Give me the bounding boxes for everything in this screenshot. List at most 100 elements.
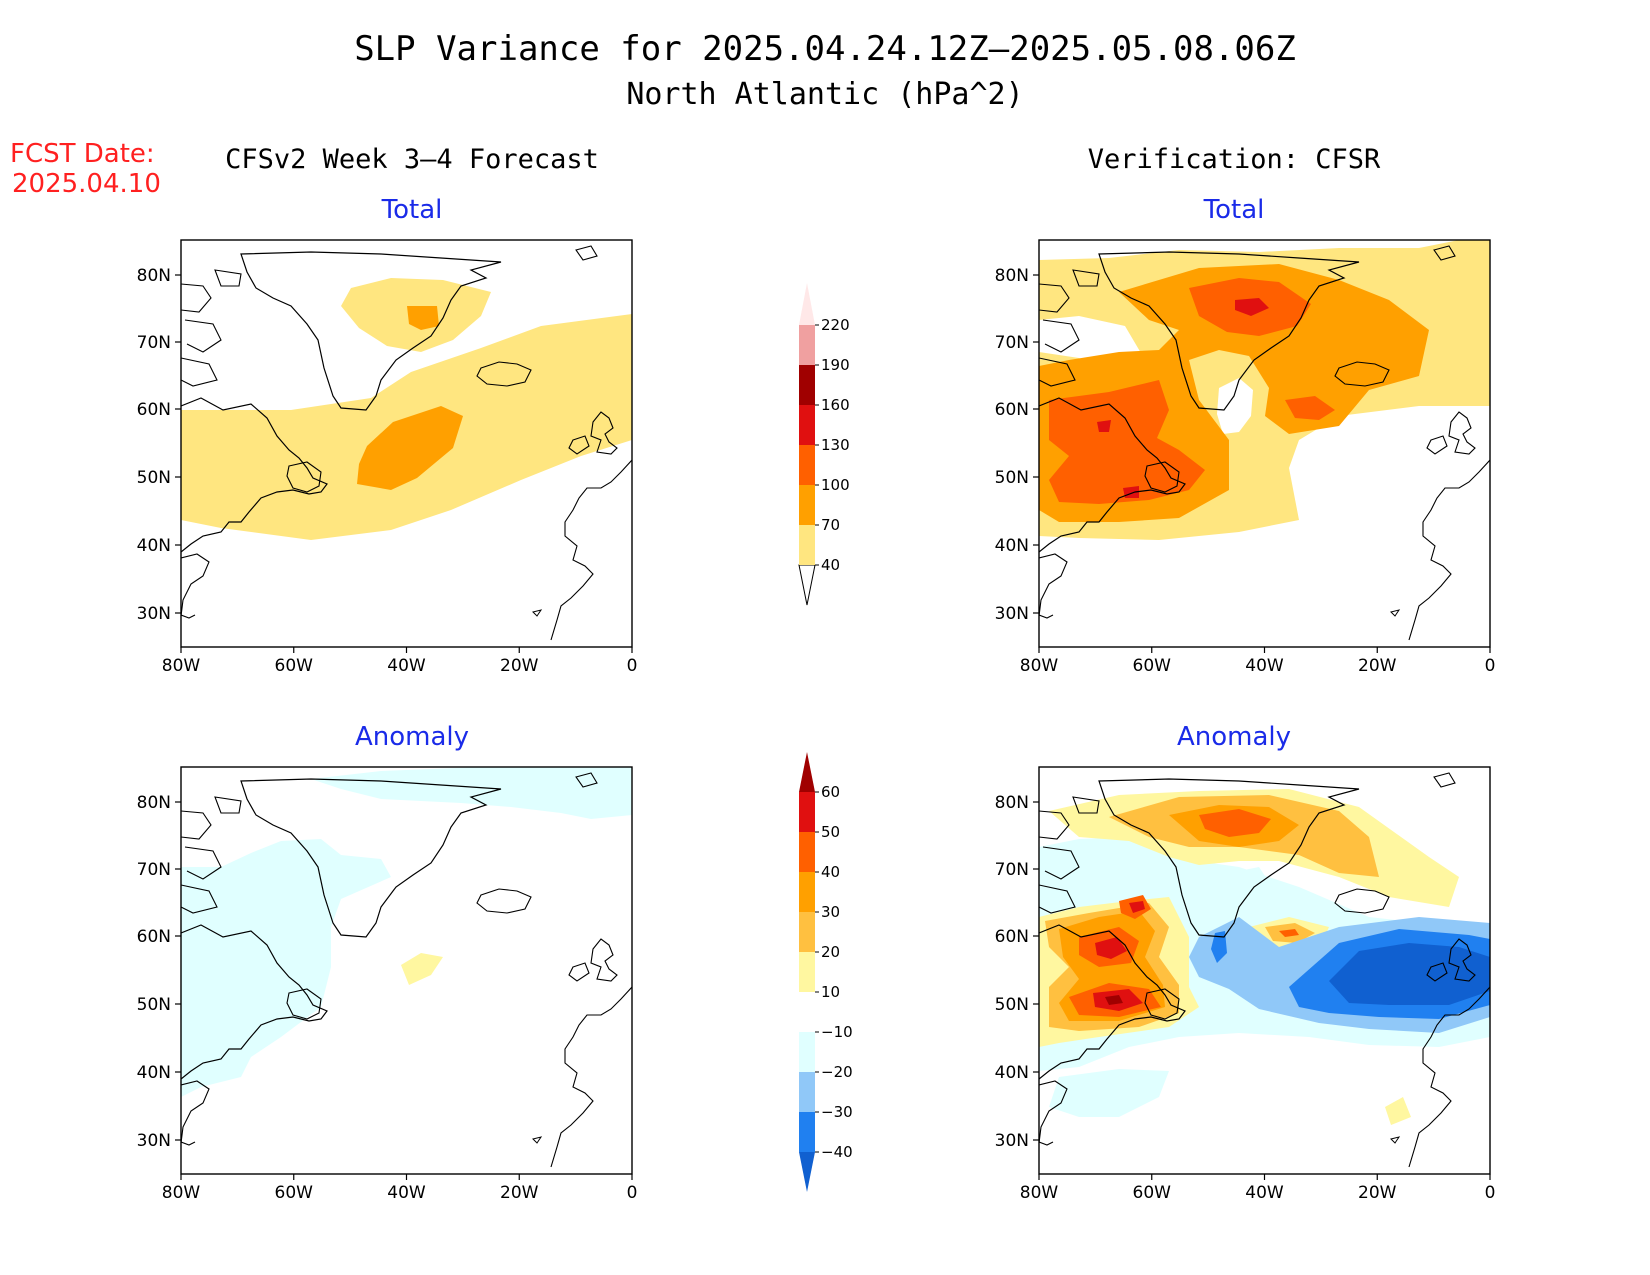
colorbar-label: −30 <box>821 1103 853 1121</box>
lat-tick-label: 70N <box>995 860 1029 880</box>
lat-tick-label: 40N <box>995 1063 1029 1083</box>
colorbar-segment <box>799 1072 815 1112</box>
lat-tick-label: 60N <box>995 927 1029 947</box>
shade-130-north <box>1235 298 1269 316</box>
colorbar-label: −10 <box>821 1023 853 1041</box>
lon-tick-label: 20W <box>500 1183 539 1203</box>
lat-tick-label: 80N <box>137 266 171 286</box>
lon-tick-label: 60W <box>1133 656 1172 676</box>
colorbar-segment <box>799 1112 815 1152</box>
lat-tick-label: 70N <box>137 860 171 880</box>
shade-10-east <box>401 953 443 985</box>
lon-tick-label: 60W <box>1133 1183 1172 1203</box>
map-panel-verification-total: 80N 70N 60N 50N 40N 30N 80W 60W 40W 20W 0 <box>995 239 1496 676</box>
colorbar-label: 10 <box>821 983 840 1001</box>
colorbar-segment <box>799 992 815 1032</box>
colorbar-segment <box>799 832 815 872</box>
shade-minus10-greenland <box>1209 867 1279 915</box>
map-panel-forecast-anomaly: 80N 70N 60N 50N 40N 30N 80W 60W 40W 20W 0 <box>137 766 638 1203</box>
shade-130-west <box>1097 420 1139 498</box>
panel-label-verification-anomaly: Anomaly <box>1177 722 1291 752</box>
anomaly-colorbar: −40 −30 −20 −10 10 20 30 40 50 60 <box>799 752 853 1192</box>
colorbar-label: 190 <box>821 356 850 374</box>
lon-tick-label: 0 <box>1485 1183 1496 1203</box>
shade-white-greenland <box>1217 378 1253 434</box>
lat-tick-label: 50N <box>137 468 171 488</box>
shade-minus10-north <box>311 767 632 819</box>
figure-title: SLP Variance for 2025.04.24.12Z–2025.05.… <box>354 29 1296 69</box>
lat-tick-label: 80N <box>995 793 1029 813</box>
colorbar-label: 50 <box>821 823 840 841</box>
lon-tick-label: 80W <box>1020 656 1059 676</box>
lon-tick-label: 40W <box>1245 1183 1284 1203</box>
shade-50-west <box>1093 901 1145 1011</box>
lon-tick-label: 80W <box>1020 1183 1059 1203</box>
colorbar-segment <box>799 325 815 365</box>
colorbar-label: 70 <box>821 516 840 534</box>
lat-tick-label: 30N <box>137 1131 171 1151</box>
colorbar-label: −20 <box>821 1063 853 1081</box>
map-panel-forecast-total: 80N 70N 60N 50N 40N 30N 80W 60W 40W 20W 0 <box>137 239 638 676</box>
lon-tick-label: 60W <box>275 1183 314 1203</box>
shade-minus30-small <box>1211 931 1227 963</box>
lon-tick-label: 60W <box>275 656 314 676</box>
map-panel-verification-anomaly: 80N 70N 60N 50N 40N 30N 80W 60W 40W 20W 0 <box>995 766 1496 1203</box>
verification-header: Verification: CFSR <box>1088 144 1381 175</box>
colorbar-wedge-high <box>799 283 815 325</box>
colorbar-wedge-low <box>799 1152 815 1192</box>
lon-tick-label: 40W <box>387 656 426 676</box>
colorbar-wedge-high <box>799 752 815 792</box>
colorbar-label: −40 <box>821 1143 853 1161</box>
shade-70-north <box>407 306 439 330</box>
colorbar-segment <box>799 912 815 952</box>
lat-tick-label: 50N <box>995 995 1029 1015</box>
panel-label-forecast-total: Total <box>381 195 443 225</box>
colorbar-segment <box>799 872 815 912</box>
panel-label-verification-total: Total <box>1203 195 1265 225</box>
lat-tick-label: 40N <box>137 536 171 556</box>
colorbar-label: 30 <box>821 903 840 921</box>
lat-tick-label: 40N <box>995 536 1029 556</box>
lon-tick-label: 80W <box>162 1183 201 1203</box>
panel-label-forecast-anomaly: Anomaly <box>355 722 469 752</box>
lat-tick-label: 30N <box>137 604 171 624</box>
lat-tick-label: 70N <box>137 333 171 353</box>
lat-tick-label: 60N <box>137 927 171 947</box>
colorbar-wedge-low <box>798 564 816 606</box>
colorbar-label: 130 <box>821 436 850 454</box>
colorbar-label: 160 <box>821 396 850 414</box>
total-colorbar: 40 70 100 130 160 190 220 <box>798 283 850 606</box>
figure-subtitle: North Atlantic (hPa^2) <box>626 77 1023 112</box>
lon-tick-label: 20W <box>1358 656 1397 676</box>
lon-tick-label: 80W <box>162 656 201 676</box>
lat-tick-label: 40N <box>137 1063 171 1083</box>
shade-10-south <box>1385 1097 1411 1125</box>
shade-100-east <box>1285 396 1335 420</box>
lon-tick-label: 0 <box>627 656 638 676</box>
colorbar-segment <box>799 952 815 992</box>
lon-tick-label: 40W <box>387 1183 426 1203</box>
forecast-header: CFSv2 Week 3–4 Forecast <box>225 144 599 175</box>
fcst-label: FCST Date: <box>10 139 155 169</box>
lat-tick-label: 30N <box>995 604 1029 624</box>
lat-tick-label: 60N <box>137 400 171 420</box>
colorbar-label: 40 <box>821 556 840 574</box>
lat-tick-label: 30N <box>995 1131 1029 1151</box>
fcst-date: 2025.04.10 <box>12 169 161 199</box>
colorbar-label: 20 <box>821 943 840 961</box>
lon-tick-label: 0 <box>1485 656 1496 676</box>
shade-minus10-south <box>1049 1069 1169 1117</box>
colorbar-label: 60 <box>821 783 840 801</box>
shade-60-west <box>1105 995 1123 1005</box>
colorbar-segment <box>799 405 815 445</box>
lat-tick-label: 60N <box>995 400 1029 420</box>
colorbar-label: 220 <box>821 316 850 334</box>
colorbar-segment <box>799 525 815 565</box>
colorbar-segment <box>799 445 815 485</box>
lat-tick-label: 70N <box>995 333 1029 353</box>
lon-tick-label: 0 <box>627 1183 638 1203</box>
colorbar-segment <box>799 1032 815 1072</box>
colorbar-segment <box>799 792 815 832</box>
colorbar-segment <box>799 365 815 405</box>
